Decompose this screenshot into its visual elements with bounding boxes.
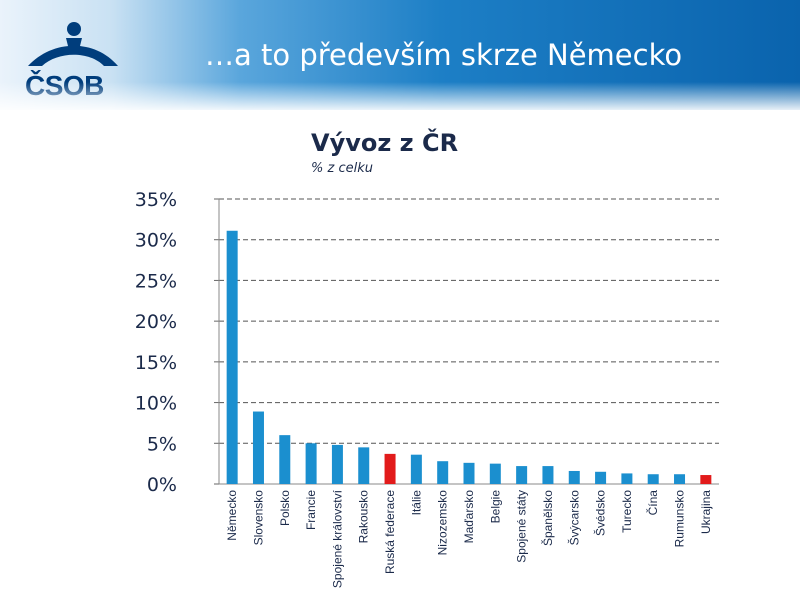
x-tick-label: Nizozemsko xyxy=(436,490,450,556)
y-tick-label: 5% xyxy=(147,433,177,455)
bar-18 xyxy=(700,475,711,484)
bar-14 xyxy=(595,472,606,484)
bar-2 xyxy=(279,435,290,484)
x-tick-label: Itálie xyxy=(409,490,423,516)
x-tick-label: Francie xyxy=(304,490,318,530)
y-tick-label: 15% xyxy=(135,352,177,374)
x-tick-label: Čína xyxy=(645,490,660,516)
bar-4 xyxy=(332,445,343,484)
bar-17 xyxy=(674,474,685,484)
x-tick-label: Ukrajina xyxy=(699,490,713,534)
x-tick-label: Polsko xyxy=(278,490,292,526)
bar-3 xyxy=(306,443,317,484)
bar-13 xyxy=(569,471,580,484)
bar-16 xyxy=(648,474,659,484)
x-tick-label: Švédsko xyxy=(593,490,608,536)
x-tick-label: Belgie xyxy=(488,490,502,524)
y-tick-label: 10% xyxy=(135,393,177,415)
bar-0 xyxy=(227,231,238,484)
bar-11 xyxy=(516,466,527,484)
bar-1 xyxy=(253,412,264,484)
x-tick-label: Německo xyxy=(225,490,239,541)
x-tick-label: Rakousko xyxy=(357,490,371,544)
y-tick-label: 20% xyxy=(135,311,177,333)
x-tick-label: Švýcarsko xyxy=(566,490,581,546)
bar-10 xyxy=(490,464,501,484)
bar-9 xyxy=(464,463,475,484)
x-tick-label: Turecko xyxy=(620,490,634,533)
x-tick-label: Spojené státy xyxy=(515,490,529,563)
x-tick-label: Španělsko xyxy=(540,490,555,546)
x-tick-label: Ruská federace xyxy=(383,490,397,574)
x-tick-label: Maďarsko xyxy=(462,490,476,544)
bar-7 xyxy=(411,455,422,484)
bar-6 xyxy=(385,454,396,484)
y-tick-label: 30% xyxy=(135,230,177,252)
y-tick-label: 25% xyxy=(135,270,177,292)
bar-8 xyxy=(437,461,448,484)
bar-15 xyxy=(621,473,632,484)
x-tick-label: Slovensko xyxy=(251,490,265,546)
y-tick-label: 0% xyxy=(147,474,177,496)
y-tick-label: 35% xyxy=(135,189,177,211)
x-tick-label: Spojené království xyxy=(330,489,344,588)
bar-5 xyxy=(358,447,369,484)
bar-12 xyxy=(542,466,553,484)
x-tick-label: Rumunsko xyxy=(673,490,687,548)
